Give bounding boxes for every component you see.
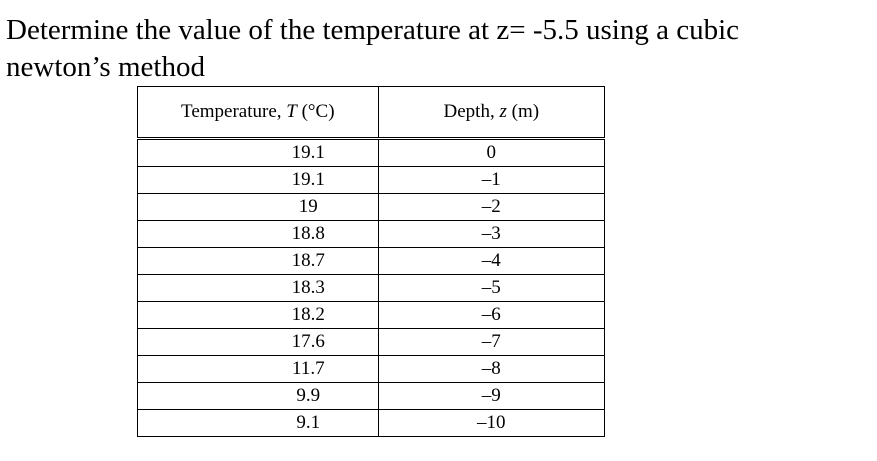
question-text: Determine the value of the temperature a… xyxy=(6,12,739,86)
temperature-value: 18.3 xyxy=(291,277,325,298)
temperature-value: 9.1 xyxy=(296,412,321,433)
table-row: 9.9 –9 xyxy=(137,382,606,410)
temperature-value: 18.8 xyxy=(291,223,325,244)
depth-cell: –2 xyxy=(377,193,606,221)
temperature-cell: 17.6 xyxy=(137,328,379,356)
temperature-value: 19.1 xyxy=(291,142,325,163)
temperature-cell: 19.1 xyxy=(137,138,379,167)
depth-cell: –6 xyxy=(377,301,606,329)
table-row: 9.1 –10 xyxy=(137,409,606,437)
temperature-cell: 19.1 xyxy=(137,166,379,194)
depth-cell: –8 xyxy=(377,355,606,383)
temperature-cell: 18.8 xyxy=(137,220,379,248)
depth-header-unit: (m) xyxy=(506,101,540,122)
temperature-depth-table: Temperature, T (°C) Depth, z (m) 19.1 0 1… xyxy=(137,86,606,437)
table-row: 19.1 0 xyxy=(137,138,606,167)
temperature-cell: 9.9 xyxy=(137,382,379,410)
temperature-header-unit: (°C) xyxy=(296,101,335,122)
table-row: 19 –2 xyxy=(137,193,606,221)
table-row: 18.2 –6 xyxy=(137,301,606,329)
question-line-1: Determine the value of the temperature a… xyxy=(6,14,740,46)
temperature-header-variable: T xyxy=(286,101,297,122)
temperature-value: 19.1 xyxy=(291,169,325,190)
temperature-column-header: Temperature, T (°C) xyxy=(137,86,379,140)
table-row: 18.8 –3 xyxy=(137,220,606,248)
temperature-header-prefix: Temperature, xyxy=(181,101,287,122)
depth-cell: –4 xyxy=(377,247,606,275)
temperature-cell: 11.7 xyxy=(137,355,379,383)
temperature-value: 18.2 xyxy=(291,304,325,325)
temperature-cell: 18.2 xyxy=(137,301,379,329)
depth-header-variable: z xyxy=(499,101,507,122)
depth-cell: –1 xyxy=(377,166,606,194)
temperature-cell: 9.1 xyxy=(137,409,379,437)
depth-cell: –5 xyxy=(377,274,606,302)
temperature-value: 17.6 xyxy=(291,331,325,352)
table-row: 19.1 –1 xyxy=(137,166,606,194)
temperature-cell: 18.7 xyxy=(137,247,379,275)
temperature-cell: 19 xyxy=(137,193,379,221)
question-line-2: newton’s method xyxy=(6,51,205,83)
table-row: 18.3 –5 xyxy=(137,274,606,302)
table-row: 11.7 –8 xyxy=(137,355,606,383)
temperature-cell: 18.3 xyxy=(137,274,379,302)
temperature-value: 19 xyxy=(298,196,318,217)
depth-cell: –10 xyxy=(377,409,606,437)
depth-column-header: Depth, z (m) xyxy=(377,86,606,140)
temperature-value: 9.9 xyxy=(296,385,321,406)
temperature-value: 18.7 xyxy=(291,250,325,271)
depth-cell: –9 xyxy=(377,382,606,410)
depth-cell: 0 xyxy=(377,138,606,167)
depth-cell: –3 xyxy=(377,220,606,248)
table-row: 18.7 –4 xyxy=(137,247,606,275)
table-row: 17.6 –7 xyxy=(137,328,606,356)
table-header-row: Temperature, T (°C) Depth, z (m) xyxy=(137,86,606,140)
depth-cell: –7 xyxy=(377,328,606,356)
depth-header-prefix: Depth, xyxy=(443,101,500,122)
temperature-value: 11.7 xyxy=(292,358,325,379)
